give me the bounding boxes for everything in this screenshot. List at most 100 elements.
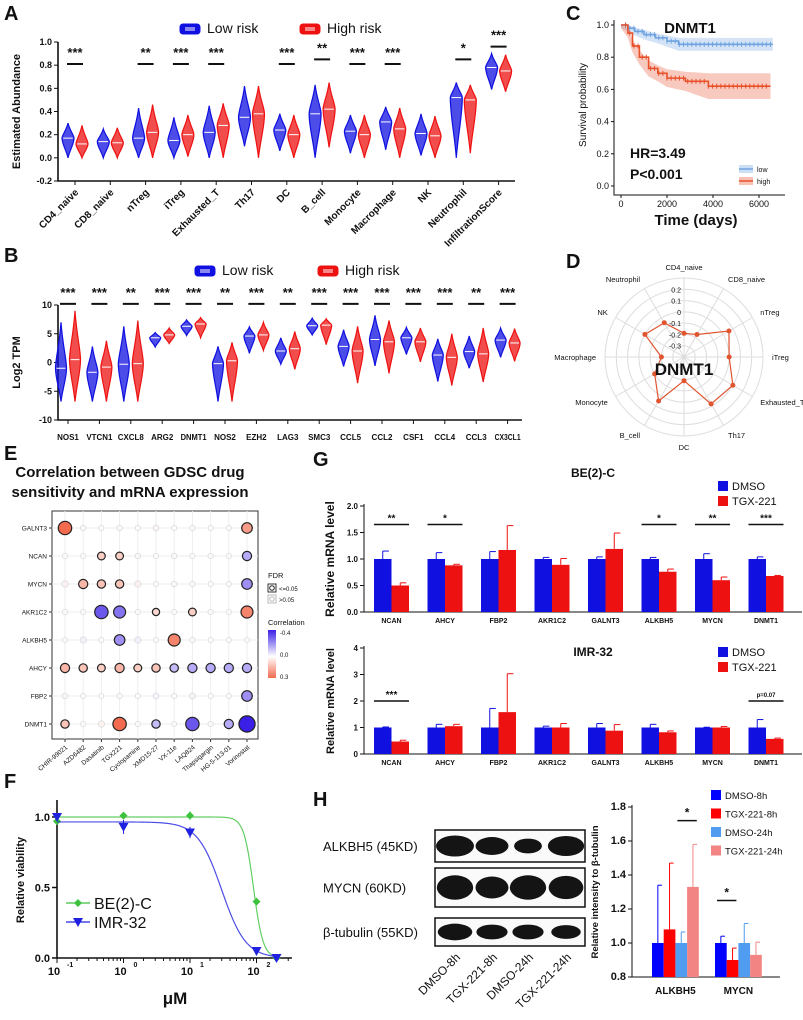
legend-low-risk-label: Low risk xyxy=(207,20,259,36)
dot-DNMT1-VX-11e xyxy=(171,721,178,727)
legend-swatch-DMSO-24h xyxy=(711,827,721,837)
colorbar-tick-label: -0.4 xyxy=(280,631,291,637)
fdr-legend-title: FDR xyxy=(268,571,284,580)
y-tick-label: 1.4 xyxy=(611,869,627,881)
legend-label: high xyxy=(757,179,770,186)
significance-label: *** xyxy=(312,285,328,300)
bar-TGX-221-DNMT1 xyxy=(766,575,784,612)
dot-ALKBH5-Dasatinib xyxy=(98,636,105,644)
violin-low-risk xyxy=(237,85,252,147)
fit-curve-BE(2)-C xyxy=(57,816,278,958)
dot-MYCN-XMD15-27 xyxy=(152,580,160,588)
dot-GALNT3-XMD15-27 xyxy=(152,524,160,532)
legend-low-risk-swatch-inner xyxy=(185,27,195,31)
legend-marker xyxy=(73,918,83,927)
bar-DMSO-8h-MYCN xyxy=(715,943,727,977)
violin-high-risk xyxy=(75,125,89,160)
bar-DMSO-24h-MYCN xyxy=(738,943,751,977)
dot-FBP2-XMD15-27 xyxy=(152,692,160,700)
dot-NCAN-TGX221 xyxy=(115,551,125,561)
x-tick-label: 10 xyxy=(247,966,259,978)
violin-low-risk xyxy=(243,325,256,354)
y-tick-label: 1 xyxy=(354,724,359,733)
dot-AHCY-AZD6482 xyxy=(78,663,88,673)
x-tick-label: 0 xyxy=(618,199,623,209)
axis-label-iTreg: iTreg xyxy=(772,353,789,362)
bar-DMSO-MYCN xyxy=(695,559,713,612)
x-tick-label: NCAN xyxy=(381,760,401,767)
hazard-ratio-label: HR=3.49 xyxy=(630,145,686,161)
axis-label-CD4_naive: CD4_naive xyxy=(665,263,702,272)
legend-label-DMSO-24h: DMSO-24h xyxy=(725,828,773,839)
x-tick-label: 6000 xyxy=(749,199,769,209)
y-tick-label: 1.2 xyxy=(611,903,626,915)
violin-low-risk xyxy=(368,315,382,367)
radar-point-B_cell xyxy=(656,398,662,404)
legend-label-DMSO: DMSO xyxy=(732,647,765,659)
radar-point-iTreg xyxy=(726,354,732,360)
significance-label: ** xyxy=(220,285,231,300)
violin-high-risk xyxy=(508,328,521,362)
bar-DMSO-FBP2 xyxy=(481,559,499,612)
legend-label-IMR-32: IMR-32 xyxy=(94,915,147,932)
radar-point-Th17 xyxy=(708,401,714,407)
panel-d-radar-chart: CD4_naive CD8_naive nTreg iTreg Exhausted_T T… xyxy=(554,263,803,452)
violin-low-risk xyxy=(449,82,463,158)
dot-MYCN-Dasatinib xyxy=(96,579,107,589)
significance-label: * xyxy=(657,514,661,525)
y-tick-label: 0.4 xyxy=(39,107,52,117)
violin-low-risk xyxy=(343,114,358,154)
y-tick-label: 5 xyxy=(47,329,52,339)
dot-AHCY-Cyclopamine xyxy=(133,663,143,673)
x-tick-label: CCL4 xyxy=(434,433,455,442)
data-point-BE(2)-C xyxy=(186,811,194,820)
x-tick-label: 2000 xyxy=(657,199,677,209)
protein-band xyxy=(436,835,474,857)
dot-NCAN-Cyclopamine xyxy=(134,552,141,560)
x-tick-label: MYCN xyxy=(702,760,723,767)
dot-AHCY-VX-11e xyxy=(169,663,179,673)
dot-DNMT1-XMD15-27 xyxy=(151,719,161,729)
dot-NCAN-Vorinostat xyxy=(241,550,253,562)
protein-band xyxy=(512,924,544,940)
dot-AKR1C2-Thapsigargin xyxy=(207,608,214,616)
x-tick-label: Th17 xyxy=(233,187,258,212)
gene-label: AHCY xyxy=(29,666,48,673)
panel-label-c: C xyxy=(566,3,580,25)
dot-FBP2-Dasatinib xyxy=(98,693,105,699)
protein-band xyxy=(476,924,508,940)
violin-low-risk xyxy=(379,106,393,150)
bar-TGX-221-AHCY xyxy=(445,726,463,754)
panel-e-dot-chart: Correlation between GDSC drug sensitivity… xyxy=(11,464,304,774)
violin-low-risk xyxy=(61,122,75,158)
dot-ALKBH5-Vorinostat xyxy=(243,636,251,644)
dot-ALKBH5-TGX221 xyxy=(113,634,126,646)
bar-TGX-221-MYCN xyxy=(712,727,730,754)
violin-high-risk xyxy=(145,104,160,158)
grid-spoke xyxy=(615,317,685,358)
panel-c-survival-chart: 0.0 0.2 0.4 0.6 0.8 1.0 0 2000 4000 6000 Survival … xyxy=(578,20,785,229)
fdr-sig-label: <=0.05 xyxy=(279,587,298,593)
chart-title-line-1: Correlation between GDSC drug xyxy=(15,464,244,481)
panel-label-g: G xyxy=(313,449,329,471)
significance-label: p=0.07 xyxy=(757,693,777,699)
grid-spoke xyxy=(683,356,724,426)
y-axis-label: Relative viability xyxy=(15,836,27,923)
violin-high-risk xyxy=(463,84,477,154)
significance-label: *** xyxy=(350,45,366,60)
x-tick-label: NOS1 xyxy=(57,433,79,442)
dot-DNMT1-LAQ824 xyxy=(185,716,200,732)
panel-a-violin-chart: Low risk High risk -0.2 0.0 0.2 0.4 0.6 0.8 1.0 E… xyxy=(11,20,515,249)
violin-low-risk xyxy=(86,346,99,402)
radar-center-label: DNMT1 xyxy=(655,360,714,379)
violin-high-risk xyxy=(131,320,144,402)
fit-curve-IMR-32 xyxy=(57,821,278,958)
grid-spoke xyxy=(615,356,685,397)
protein-band xyxy=(509,875,547,900)
p-value-label: P<0.001 xyxy=(630,166,683,182)
band-label: MYCN (60KD) xyxy=(323,881,406,896)
legend-high-risk-swatch-inner xyxy=(305,27,315,31)
x-tick-label: CCL2 xyxy=(372,433,393,442)
radar-point-CD8_naive xyxy=(694,332,700,338)
